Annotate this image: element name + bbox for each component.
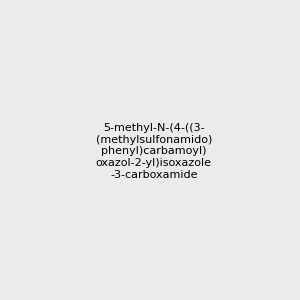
Text: 5-methyl-N-(4-((3-
(methylsulfonamido)
phenyl)carbamoyl)
oxazol-2-yl)isoxazole
-: 5-methyl-N-(4-((3- (methylsulfonamido) p…: [96, 123, 212, 180]
